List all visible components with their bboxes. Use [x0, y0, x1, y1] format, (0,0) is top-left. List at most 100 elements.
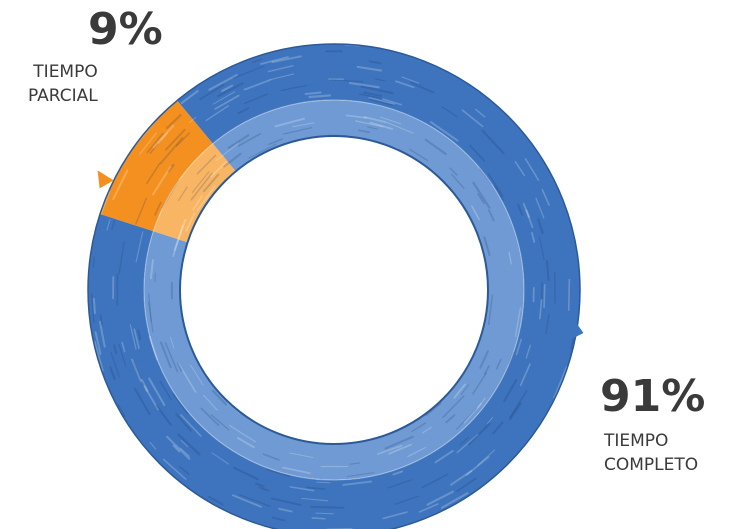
sketch-stroke [148, 293, 152, 322]
sketch-stroke [268, 138, 283, 146]
slice-tiempo-parcial-inner [153, 143, 236, 243]
sketch-stroke [392, 470, 404, 476]
sketch-stroke [305, 486, 326, 490]
sketch-stroke [148, 377, 166, 407]
sketch-stroke [411, 422, 427, 433]
slice-part-time-label-line-2: PARCIAL [28, 86, 98, 106]
sketch-stroke [440, 492, 469, 509]
sketch-stroke [208, 74, 238, 91]
sketch-stroke [467, 422, 491, 446]
sketch-stroke [449, 469, 473, 486]
sketch-stroke [461, 109, 484, 128]
sketch-stroke [180, 414, 202, 437]
sketch-stroke [429, 121, 459, 142]
sketch-stroke [355, 120, 384, 128]
sketch-stroke [170, 336, 175, 349]
sketch-stroke [154, 201, 162, 216]
sketch-stroke [177, 433, 201, 456]
sketch-stroke [424, 138, 447, 156]
sketch-stroke [301, 497, 329, 502]
sketch-stroke [132, 360, 146, 390]
sketch-stroke [200, 407, 220, 427]
sketch-stroke [525, 344, 531, 359]
sketch-stroke [395, 80, 415, 89]
sketch-stroke [238, 494, 271, 507]
sketch-stroke [553, 365, 568, 400]
sketch-stroke [487, 173, 504, 197]
sketch-stroke [166, 435, 191, 460]
sketch-stroke [524, 157, 540, 181]
sketch-stroke [401, 76, 419, 84]
donut-hole [179, 135, 489, 445]
sketch-stroke [477, 449, 496, 466]
sketch-stroke [503, 379, 518, 403]
sketch-stroke [271, 516, 285, 522]
sketch-stroke [425, 402, 442, 416]
sketch-stroke [185, 212, 196, 232]
sketch-stroke [229, 424, 257, 443]
sketch-stroke [357, 129, 371, 134]
ring-outer-edge [87, 43, 581, 529]
sketch-stroke [509, 390, 528, 418]
full-time-notch [571, 318, 584, 339]
sketch-stroke [152, 124, 175, 149]
sketch-stroke [237, 437, 255, 449]
sketch-stroke [266, 468, 291, 478]
sketch-stroke [349, 462, 361, 465]
sketch-stroke [388, 443, 413, 455]
sketch-stroke [380, 116, 402, 125]
sketch-stroke [244, 93, 268, 105]
sketch-stroke [545, 260, 550, 282]
sketch-stroke [282, 466, 311, 475]
sketch-stroke [541, 188, 550, 206]
sketch-stroke [179, 447, 190, 457]
sketch-stroke [252, 58, 263, 63]
sketch-stroke [421, 473, 449, 489]
sketch-stroke [118, 240, 125, 275]
sketch-stroke [135, 231, 144, 263]
sketch-stroke [180, 89, 199, 105]
slice-part-time-label-line-1: TIEMPO [33, 62, 98, 82]
sketch-stroke [368, 60, 382, 65]
sketch-stroke [143, 385, 160, 411]
sketch-stroke [376, 444, 403, 455]
sketch-stroke [175, 132, 190, 147]
sketch-stroke [243, 79, 272, 91]
sketch-stroke [232, 494, 262, 508]
sketch-stroke [172, 393, 189, 415]
sketch-stroke [426, 490, 454, 506]
sketch-stroke [483, 365, 490, 375]
sketch-stroke [360, 85, 394, 95]
sketch-stroke [159, 137, 184, 165]
sketch-stroke [311, 517, 326, 520]
sketch-stroke [237, 107, 250, 115]
sketch-stroke [205, 105, 229, 122]
sketch-stroke [92, 297, 96, 315]
slice-full-time-label-line-2: COMPLETO [604, 455, 699, 475]
sketch-stroke [543, 284, 546, 309]
sketch-stroke [539, 236, 545, 260]
sketch-stroke [445, 414, 456, 424]
ring-middle-edge [143, 99, 525, 481]
sketch-stroke [368, 96, 395, 105]
sketch-stroke [483, 236, 491, 256]
sketch-stroke [453, 383, 466, 399]
sketch-stroke [212, 91, 236, 105]
sketch-stroke [146, 132, 164, 153]
sketch-stroke [369, 98, 394, 106]
sketch-stroke [289, 452, 314, 459]
sketch-stroke [308, 94, 332, 99]
sketch-stroke [387, 479, 413, 489]
sketch-stroke [472, 181, 491, 209]
sketch-stroke [160, 341, 172, 369]
sketch-stroke [227, 134, 250, 150]
sketch-stroke [449, 167, 458, 176]
sketch-stroke [211, 389, 227, 406]
sketch-stroke [463, 402, 483, 424]
sketch-stroke [167, 163, 175, 173]
slice-part-time-label: TIEMPO PARCIAL [28, 60, 98, 108]
sketch-stroke [537, 218, 544, 235]
sketch-stroke [515, 338, 522, 356]
sketch-stroke [129, 324, 137, 350]
